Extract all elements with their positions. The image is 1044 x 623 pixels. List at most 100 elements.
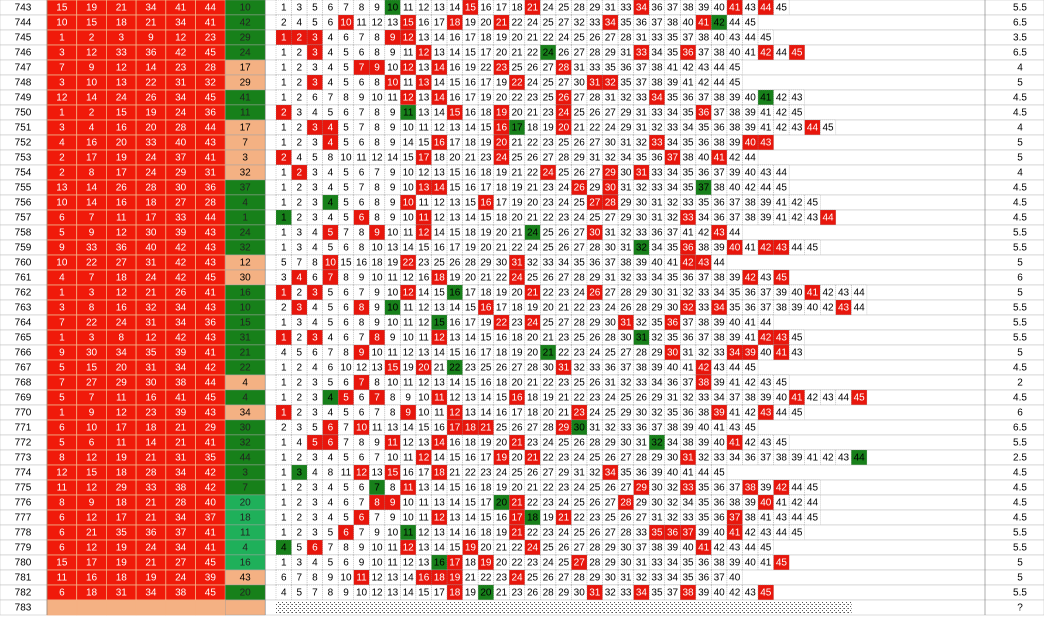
seq-number: 16 (403, 468, 415, 479)
seq-number: 21 (496, 543, 508, 554)
seq-number: 5 (312, 153, 318, 164)
seq-number: 34 (714, 288, 726, 299)
seq-number: 6 (312, 543, 318, 554)
seq-number: 5 (328, 378, 334, 389)
number: 23 (145, 408, 157, 419)
extra-number: 12 (240, 258, 252, 269)
number: 8 (89, 303, 95, 314)
seq-number: 40 (729, 318, 741, 329)
seq-number: 42 (745, 378, 757, 389)
number: 4 (59, 273, 65, 284)
seq-number: 1 (281, 288, 287, 299)
seq-number: 15 (340, 258, 352, 269)
seq-number: 29 (605, 558, 617, 569)
seq-number: 6 (359, 453, 365, 464)
seq-number: 16 (449, 63, 461, 74)
number: 37 (205, 513, 217, 524)
seq-number: 30 (636, 198, 648, 209)
seq-number: 2 (297, 513, 303, 524)
seq-number: 37 (698, 333, 710, 344)
seq-number: 41 (729, 408, 741, 419)
seq-number: 35 (683, 573, 695, 584)
seq-number: 2 (297, 378, 303, 389)
seq-number: 33 (698, 303, 710, 314)
row-id: 752 (15, 138, 32, 149)
seq-number: 21 (543, 333, 555, 344)
seq-number: 8 (374, 48, 380, 59)
seq-number: 18 (434, 153, 446, 164)
seq-number: 42 (776, 483, 788, 494)
seq-number: 39 (729, 273, 741, 284)
number: 40 (175, 138, 187, 149)
seq-number: 18 (434, 468, 446, 479)
number: 19 (116, 453, 128, 464)
seq-number: 21 (511, 228, 523, 239)
seq-number: 43 (838, 303, 850, 314)
seq-number: 45 (776, 558, 788, 569)
seq-number: 21 (527, 483, 539, 494)
seq-number: 37 (729, 393, 741, 404)
number: 44 (205, 213, 217, 224)
seq-number: 6 (359, 513, 365, 524)
seq-number: 25 (574, 498, 586, 509)
seq-number: 23 (543, 198, 555, 209)
number: 12 (86, 543, 98, 554)
number-cell (195, 599, 226, 616)
seq-number: 35 (667, 273, 679, 284)
seq-number: 43 (745, 3, 757, 14)
number: 27 (86, 378, 98, 389)
seq-number: 39 (698, 3, 710, 14)
number: 33 (145, 483, 157, 494)
seq-number: 6 (359, 213, 365, 224)
seq-number: 24 (543, 168, 555, 179)
seq-number: 5 (343, 393, 349, 404)
score: 5.5 (1013, 303, 1027, 314)
seq-number: 45 (776, 183, 788, 194)
seq-number: 10 (340, 18, 352, 29)
seq-number: 3 (312, 408, 318, 419)
seq-number: 38 (714, 183, 726, 194)
seq-number: 12 (418, 318, 430, 329)
seq-number: 15 (480, 123, 492, 134)
seq-number: 27 (620, 453, 632, 464)
seq-number: 18 (434, 573, 446, 584)
seq-number: 14 (387, 153, 399, 164)
seq-number: 23 (574, 408, 586, 419)
seq-number: 22 (511, 543, 523, 554)
seq-number: 9 (359, 93, 365, 104)
seq-number: 23 (418, 258, 430, 269)
seq-number: 43 (729, 33, 741, 44)
number-cell (135, 599, 167, 616)
seq-number: 40 (745, 93, 757, 104)
seq-number: 30 (620, 558, 632, 569)
number: 1 (59, 288, 65, 299)
seq-number: 33 (714, 348, 726, 359)
seq-number: 5 (343, 483, 349, 494)
seq-number: 1 (281, 393, 287, 404)
seq-number: 34 (729, 348, 741, 359)
seq-number: 10 (403, 513, 415, 524)
number: 32 (145, 303, 157, 314)
seq-number: 10 (418, 408, 430, 419)
seq-number: 44 (714, 258, 726, 269)
number: 37 (175, 528, 187, 539)
seq-number: 43 (760, 408, 772, 419)
seq-number: 33 (543, 258, 555, 269)
seq-number: 24 (558, 33, 570, 44)
number: 21 (145, 513, 157, 524)
seq-number: 31 (605, 228, 617, 239)
seq-number: 30 (605, 573, 617, 584)
seq-number: 39 (698, 588, 710, 599)
seq-number: 14 (449, 3, 461, 14)
seq-number: 2 (297, 63, 303, 74)
seq-number: 41 (807, 453, 819, 464)
seq-number: 41 (745, 48, 757, 59)
number: 21 (175, 423, 187, 434)
seq-number: 23 (558, 453, 570, 464)
number: 8 (59, 453, 65, 464)
seq-number: 11 (387, 543, 398, 554)
seq-number: 11 (419, 198, 430, 209)
extra-number: 29 (240, 33, 252, 44)
number: 27 (175, 198, 187, 209)
seq-number: 45 (760, 543, 772, 554)
